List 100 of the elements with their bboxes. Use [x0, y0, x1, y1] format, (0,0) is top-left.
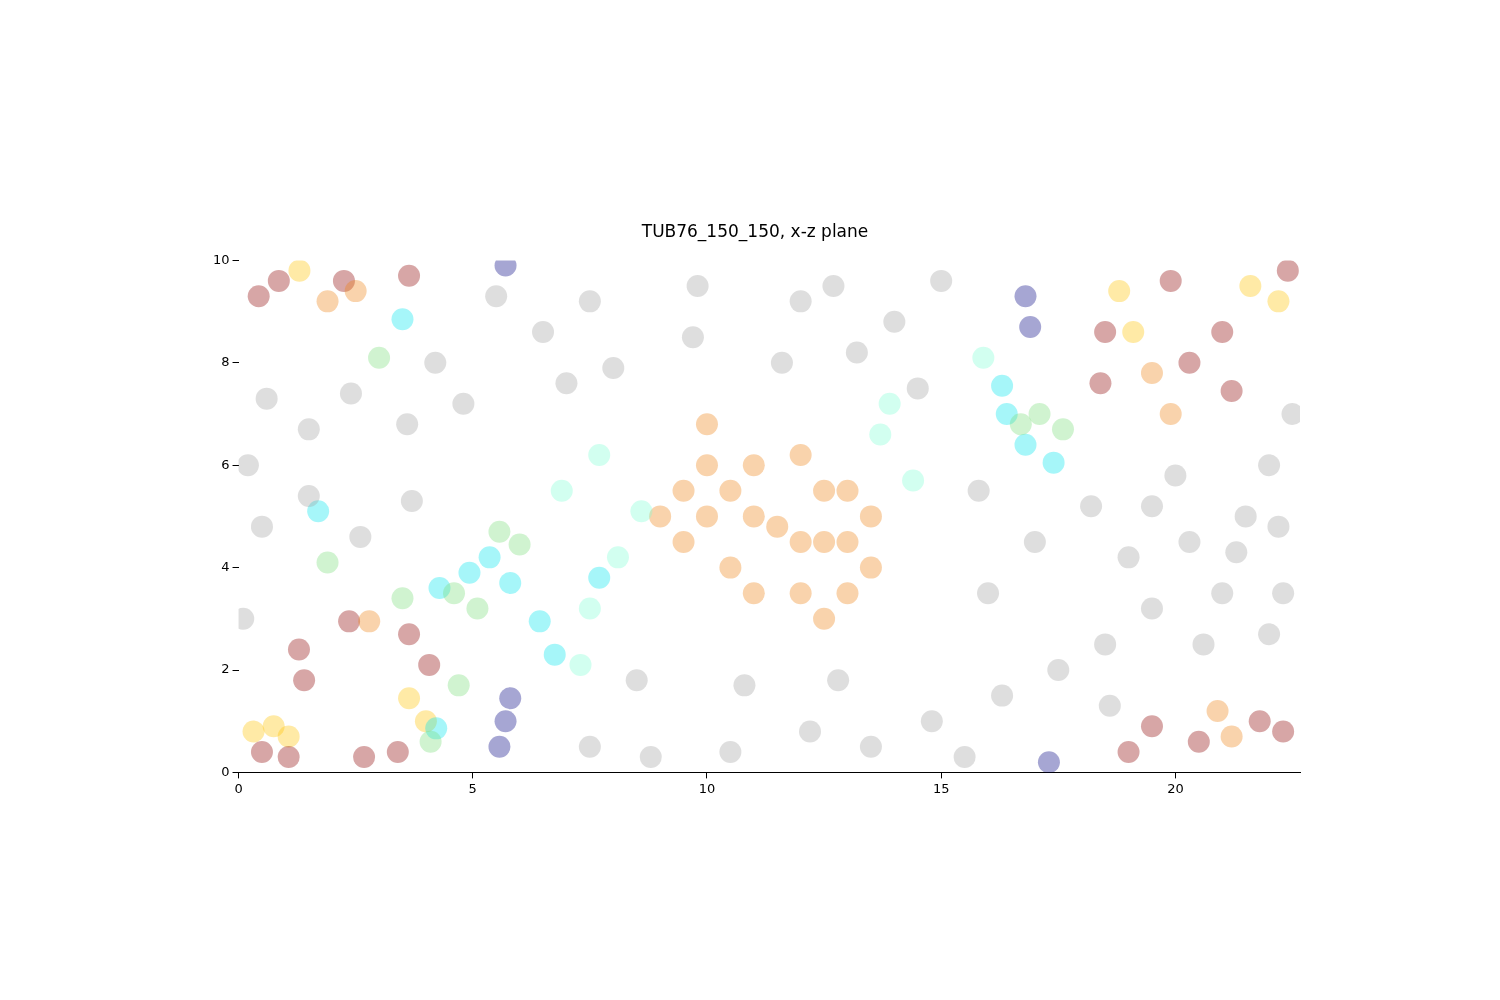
point: [1258, 454, 1281, 477]
point: [836, 582, 859, 605]
point: [478, 546, 501, 569]
point: [1098, 694, 1121, 717]
point: [1234, 505, 1257, 528]
point: [1094, 321, 1117, 344]
point: [528, 610, 551, 633]
point: [391, 587, 414, 610]
x-tick-label: 15: [932, 780, 950, 796]
point: [859, 556, 882, 579]
point: [1211, 321, 1234, 344]
point: [578, 735, 601, 758]
point: [1272, 720, 1295, 743]
point: [1267, 290, 1290, 313]
y-tick-label: 2: [221, 661, 230, 677]
point: [902, 469, 925, 492]
y-tick-label: 10: [213, 251, 230, 267]
point: [466, 597, 489, 620]
point: [338, 610, 361, 633]
y-tick-label: 0: [221, 763, 230, 779]
point: [277, 725, 300, 748]
point: [316, 551, 339, 574]
point: [277, 746, 300, 769]
point: [1108, 280, 1131, 303]
point: [845, 341, 868, 364]
point: [977, 582, 1000, 605]
point: [742, 505, 765, 528]
point: [418, 653, 441, 676]
point: [358, 610, 381, 633]
point: [878, 392, 901, 415]
point: [1009, 413, 1032, 436]
point: [1276, 260, 1299, 282]
point: [1164, 464, 1187, 487]
point: [991, 374, 1014, 397]
point: [836, 531, 859, 553]
point: [391, 308, 414, 331]
point: [386, 740, 409, 763]
point: [972, 346, 995, 369]
point: [293, 669, 316, 692]
point: [906, 377, 929, 400]
point: [396, 413, 419, 436]
point: [1140, 362, 1163, 385]
point: [1206, 699, 1229, 722]
point: [287, 638, 310, 661]
point: [1028, 403, 1051, 425]
point: [770, 351, 793, 374]
point: [719, 740, 742, 763]
point: [508, 533, 531, 556]
point: [550, 479, 573, 502]
point: [353, 746, 376, 769]
point: [307, 500, 330, 523]
point: [1178, 531, 1201, 553]
point: [424, 351, 447, 374]
point: [488, 520, 511, 543]
point: [1267, 515, 1290, 538]
point: [822, 275, 845, 297]
point: [1019, 315, 1042, 338]
point: [1239, 275, 1262, 297]
point: [813, 479, 836, 502]
point: [398, 687, 421, 710]
point: [443, 582, 466, 605]
point: [602, 356, 625, 379]
point: [368, 346, 391, 369]
point: [991, 684, 1014, 707]
point: [238, 454, 259, 477]
point: [1159, 269, 1182, 292]
point: [1178, 351, 1201, 374]
point: [1122, 321, 1145, 344]
point: [499, 571, 522, 594]
point: [719, 479, 742, 502]
point: [398, 623, 421, 646]
point: [1047, 659, 1070, 681]
point: [1023, 531, 1046, 553]
x-tick-label: 0: [234, 780, 243, 796]
point: [681, 326, 704, 349]
point: [398, 264, 421, 287]
point: [1140, 495, 1163, 518]
y-tick-label: 6: [221, 456, 230, 472]
point: [1089, 372, 1112, 395]
x-tick-label: 20: [1167, 780, 1184, 796]
point: [930, 269, 953, 292]
x-tick-label: 10: [698, 780, 716, 796]
point: [250, 515, 273, 538]
point: [400, 490, 423, 513]
point: [625, 669, 648, 692]
point: [339, 382, 362, 405]
point: [836, 479, 859, 502]
point: [883, 310, 906, 333]
point: [255, 387, 278, 410]
point: [827, 669, 850, 692]
point: [799, 720, 822, 743]
point: [967, 479, 990, 502]
point: [297, 484, 320, 507]
point: [1117, 546, 1140, 569]
point: [588, 566, 611, 589]
point: [789, 582, 812, 605]
point: [494, 710, 517, 733]
point: [242, 720, 265, 743]
x-tick-label: 5: [468, 780, 477, 796]
point: [578, 597, 601, 620]
